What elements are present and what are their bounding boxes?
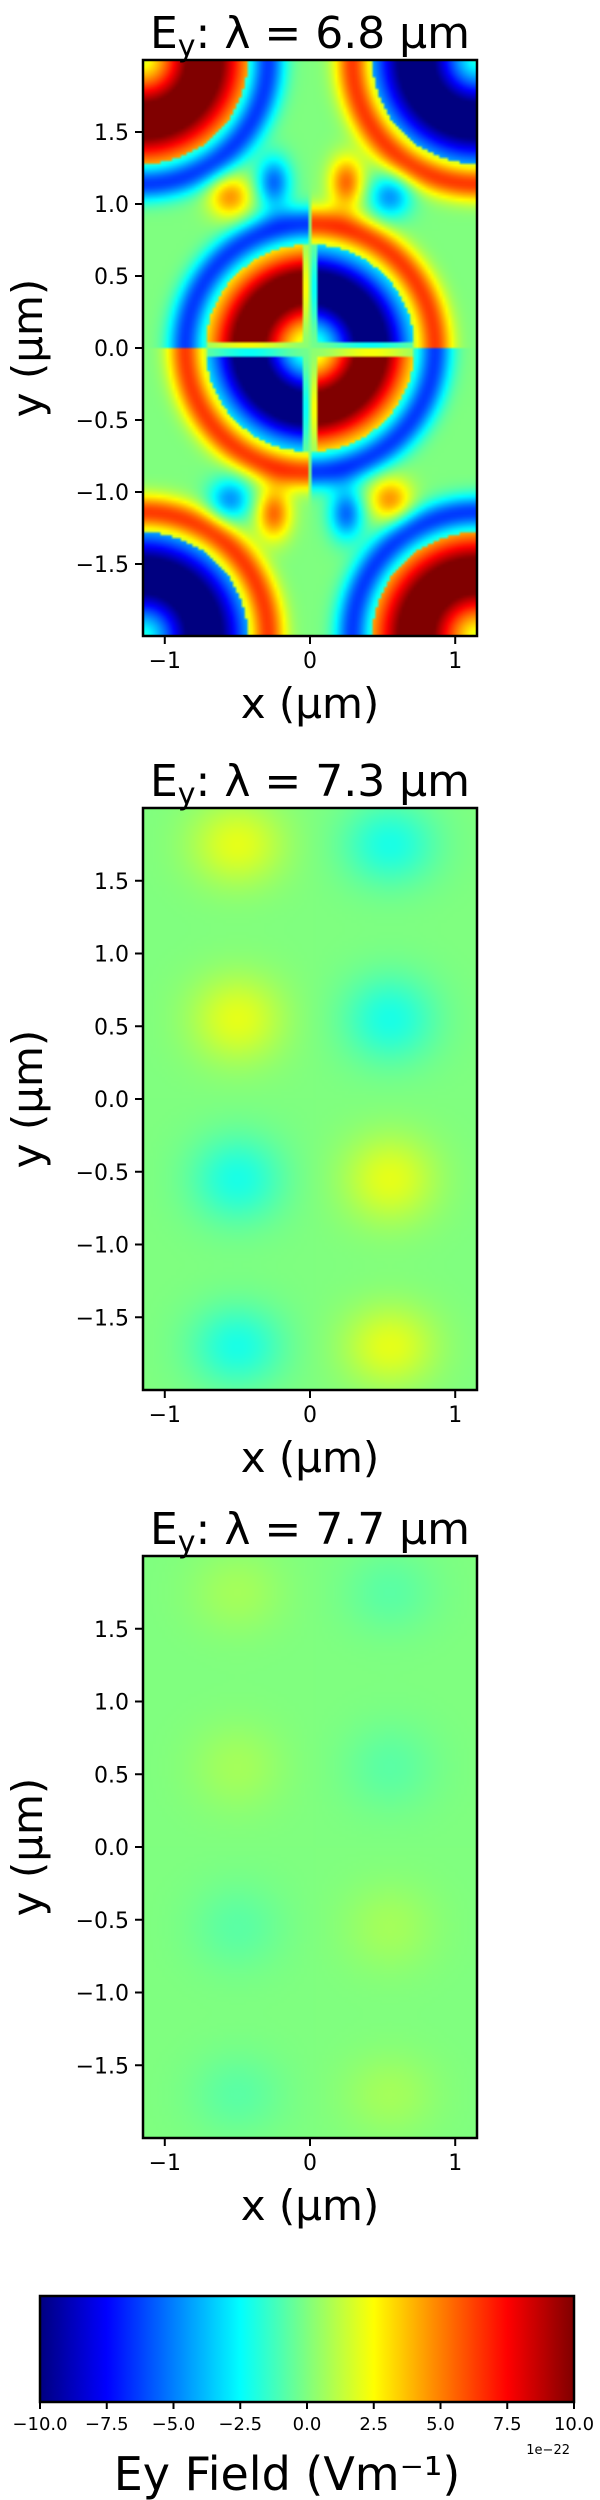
y-tick-label: 1.0 — [94, 1691, 129, 1716]
heatmap-image — [143, 60, 477, 636]
y-tick-label: 0.0 — [94, 337, 129, 362]
colorbar-gradient — [40, 2296, 574, 2402]
y-tick-label: 0.0 — [94, 1836, 129, 1861]
colorbar: −10.0 −7.5 −5.0 −2.5 0.0 2.5 5.0 7.5 10.0 1e−22 Ey… — [12, 2294, 594, 2500]
x-axis-label: x (μm) — [241, 679, 380, 728]
y-tick-label: 1.0 — [94, 193, 129, 218]
chart-title: Ey: λ = 6.8 μm — [150, 8, 470, 64]
colorbar-tick-label: 5.0 — [426, 2414, 455, 2435]
y-tick-label: −1.0 — [76, 481, 129, 506]
x-tick-label: −1 — [149, 1403, 181, 1428]
heatmap-panel-3: −1 0 1 −1.5 −1.0 −0.5 0.0 0.5 1.0 1.5 x (μm) y (μm)… — [3, 1504, 479, 2230]
colorbar-tick-label: −2.5 — [218, 2414, 262, 2435]
y-tick-label: 1.5 — [94, 1618, 129, 1643]
colorbar-label: Ey Field (Vm⁻¹) — [114, 2447, 461, 2500]
y-tick-label: −1.5 — [76, 553, 129, 578]
y-axis-label: y (μm) — [3, 1030, 52, 1169]
heatmap-panel-1: −1 0 1 −1.5 −1.0 −0.5 0.0 0.5 1.0 1.5 x (μm) y (μm)… — [3, 8, 479, 728]
y-tick-label: 1.0 — [94, 943, 129, 968]
x-tick-label: 1 — [448, 2151, 462, 2176]
x-tick-label: 0 — [303, 649, 317, 674]
y-tick-label: 1.5 — [94, 121, 129, 146]
y-tick-label: 0.5 — [94, 265, 129, 290]
chart-title: Ey: λ = 7.7 μm — [150, 1504, 470, 1560]
colorbar-scale-factor: 1e−22 — [526, 2443, 570, 2458]
x-tick-label: 0 — [303, 2151, 317, 2176]
colorbar-tick-label: −7.5 — [85, 2414, 129, 2435]
colorbar-tick-label: 10.0 — [554, 2414, 594, 2435]
colorbar-tick-label: 2.5 — [359, 2414, 388, 2435]
y-tick-label: −0.5 — [76, 1909, 129, 1934]
heatmap-image — [143, 1556, 477, 2138]
y-tick-label: 1.5 — [94, 870, 129, 895]
colorbar-tick-label: −10.0 — [12, 2414, 67, 2435]
x-tick-label: 1 — [448, 649, 462, 674]
x-tick-label: −1 — [149, 649, 181, 674]
y-tick-label: −1.5 — [76, 2054, 129, 2079]
colorbar-tick-label: −5.0 — [152, 2414, 196, 2435]
colorbar-tick-label: 0.0 — [293, 2414, 322, 2435]
y-tick-label: −1.5 — [76, 1306, 129, 1331]
y-tick-label: −0.5 — [76, 1161, 129, 1186]
x-tick-label: −1 — [149, 2151, 181, 2176]
x-tick-label: 0 — [303, 1403, 317, 1428]
x-axis-label: x (μm) — [241, 1433, 380, 1482]
y-tick-label: −1.0 — [76, 1234, 129, 1259]
y-tick-label: −0.5 — [76, 409, 129, 434]
x-axis-label: x (μm) — [241, 2181, 380, 2230]
y-tick-label: 0.5 — [94, 1015, 129, 1040]
x-tick-label: 1 — [448, 1403, 462, 1428]
chart-title: Ey: λ = 7.3 μm — [150, 756, 470, 812]
y-axis-label: y (μm) — [3, 279, 52, 418]
heatmap-panel-2: −1 0 1 −1.5 −1.0 −0.5 0.0 0.5 1.0 1.5 x (μm) y (μm)… — [3, 756, 479, 1482]
y-axis-label: y (μm) — [3, 1778, 52, 1917]
y-tick-label: 0.0 — [94, 1088, 129, 1113]
colorbar-tick-label: 7.5 — [493, 2414, 522, 2435]
y-tick-label: −1.0 — [76, 1982, 129, 2007]
y-tick-label: 0.5 — [94, 1763, 129, 1788]
heatmap-image — [143, 808, 477, 1390]
